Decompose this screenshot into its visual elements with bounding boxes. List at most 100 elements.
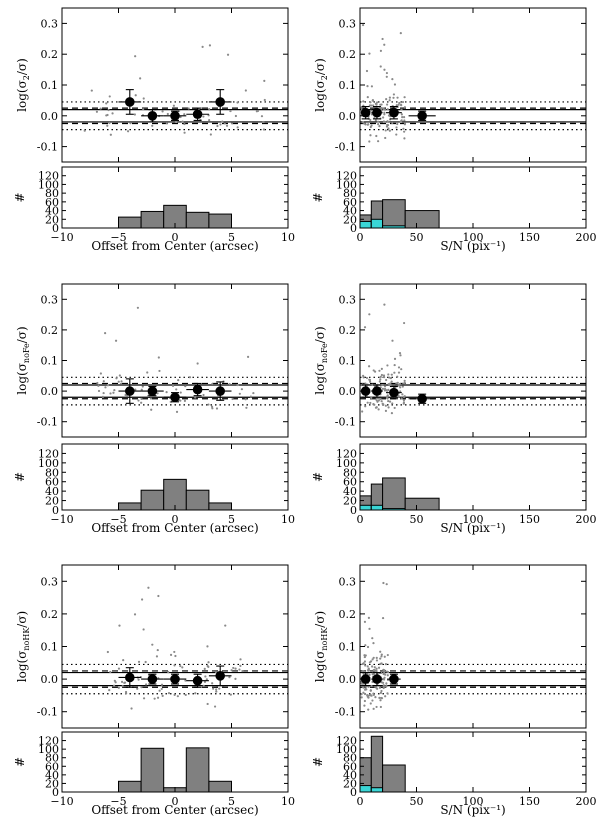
y-tick-label: 0.2 [339,324,357,337]
data-point [228,676,231,679]
data-point [165,122,168,125]
y-label-main: log(σ [15,80,29,112]
data-point [223,122,226,125]
data-point [379,378,382,381]
histogram-bar-subset [359,504,372,511]
data-point [368,52,371,55]
data-point [387,373,390,376]
data-point [402,127,405,130]
data-point [375,667,378,670]
data-point [385,684,388,687]
y-tick-label: 0.1 [339,641,357,654]
data-point [365,376,369,380]
y-tick-label: 0.2 [339,48,357,61]
data-point [382,120,386,123]
data-point [362,121,365,124]
y-tick-label: 0.0 [41,673,59,686]
data-point [375,103,378,106]
data-point [399,32,402,35]
y-label-end: /σ) [313,326,327,343]
data-point [362,100,365,103]
data-point [120,380,123,383]
x-tick-label: −5 [110,513,126,526]
data-point [90,89,93,92]
y-tick-label: 0.0 [339,673,357,686]
scatter-frame [359,7,587,163]
data-point [364,644,367,647]
data-point [375,687,378,690]
x-tick-label: 50 [410,795,424,808]
data-point [400,368,403,371]
data-point [385,103,389,106]
data-point [252,391,255,395]
data-point [403,119,406,122]
data-point [395,133,398,136]
data-point [183,113,186,116]
y-axis-label: log(σnoHK/σ) [15,611,31,682]
data-point [369,109,373,112]
histogram-bar-subset [370,504,384,511]
data-point [115,377,118,380]
data-point [363,655,366,659]
binned-point [170,392,180,403]
data-point [383,655,386,658]
data-point [106,650,109,654]
binned-point [147,674,158,684]
y-tick-label: 60 [343,476,357,489]
data-point [229,109,232,113]
data-point [364,382,367,385]
y-tick-label: 80 [45,752,59,765]
data-point [97,384,100,387]
y-label-subscript: noFe [320,343,329,363]
data-point [246,355,250,359]
x-tick-label: 200 [576,513,597,526]
data-point [367,365,371,368]
data-point [382,681,385,684]
data-point [390,380,393,383]
y-tick-label: 120 [336,447,357,460]
data-point [208,118,211,122]
x-axis-label: Offset from Center (arcsec) [91,521,258,535]
y-tick-label: 60 [45,760,59,773]
data-point [393,371,396,374]
data-point [211,682,214,685]
data-point [262,120,265,124]
data-point [179,115,182,119]
data-point [144,683,148,686]
data-point [380,103,383,106]
x-tick-label: 0 [357,795,364,808]
data-point [396,122,399,126]
data-point [368,694,371,697]
data-point [213,705,217,708]
y-tick-label: 0.3 [339,17,357,30]
data-point [370,684,373,688]
y-axis-label: log(σnoFe/σ) [313,326,329,394]
data-point [379,662,382,666]
data-point [239,658,242,661]
y-tick-label: 40 [343,485,357,498]
data-point [234,677,237,680]
data-point [150,408,153,411]
data-point [205,678,208,681]
data-point [211,407,214,410]
data-point [385,98,388,101]
data-point [360,696,363,699]
data-point [393,83,397,86]
data-point [388,99,391,102]
y-label-subscript: noHK [22,627,31,651]
data-point [111,112,114,115]
data-point [370,694,373,697]
data-point [202,115,205,118]
x-tick-label: 5 [228,513,235,526]
data-point [387,383,390,386]
scatter-frame [359,564,587,729]
data-point [114,339,118,342]
histogram-bar [404,497,440,511]
data-point [386,108,389,111]
binned-point [192,109,203,120]
data-point [377,120,380,123]
data-point [156,648,159,652]
data-point [385,389,388,392]
data-point [383,387,387,390]
